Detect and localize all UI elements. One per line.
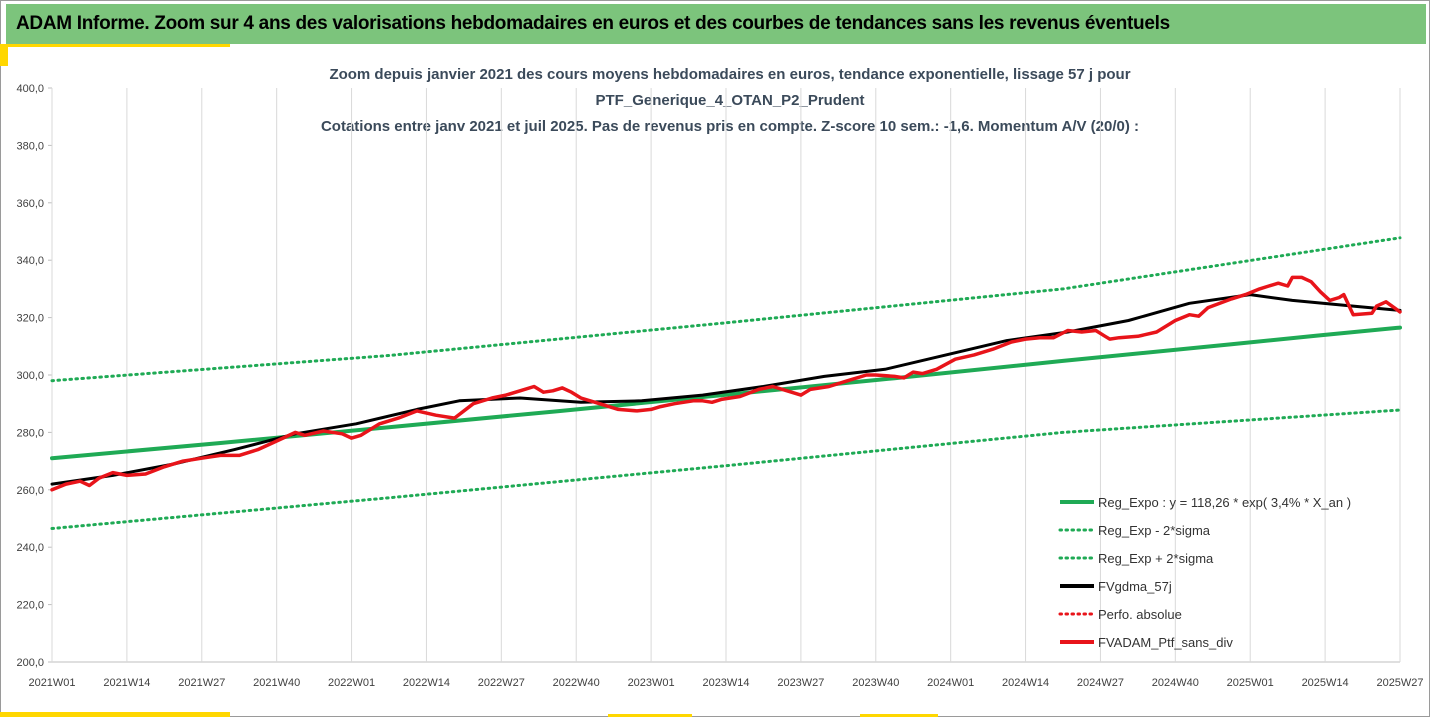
legend-label: Reg_Expo : y = 118,26 * exp( 3,4% * X_an…	[1098, 495, 1351, 510]
accent-stripe-bottom-mid2	[860, 714, 938, 717]
x-tick-label: 2024W01	[927, 677, 974, 689]
y-tick-label: 400,0	[16, 83, 44, 95]
series-line-1	[50, 408, 1402, 530]
accent-stripe-bottom-mid1	[608, 714, 692, 717]
chart-title-line-1: Zoom depuis janvier 2021 des cours moyen…	[329, 66, 1131, 83]
y-tick-label: 280,0	[16, 427, 44, 439]
y-tick-label: 260,0	[16, 485, 44, 497]
y-tick-label: 360,0	[16, 198, 44, 210]
x-tick-label: 2021W40	[253, 677, 300, 689]
accent-stripe-top-left	[0, 44, 8, 66]
legend-label: Reg_Exp + 2*sigma	[1098, 551, 1214, 566]
legend-label: Reg_Exp - 2*sigma	[1098, 523, 1211, 538]
x-tick-label: 2023W14	[702, 677, 749, 689]
x-tick-label: 2021W01	[28, 677, 75, 689]
legend-label: Perfo. absolue	[1098, 607, 1182, 622]
legend-label: FVADAM_Ptf_sans_div	[1098, 635, 1233, 650]
x-tick-label: 2022W14	[403, 677, 450, 689]
y-tick-label: 320,0	[16, 313, 44, 325]
x-tick-label: 2022W01	[328, 677, 375, 689]
y-tick-label: 200,0	[16, 657, 44, 669]
page-title: ADAM Informe. Zoom sur 4 ans des valoris…	[16, 13, 1170, 34]
y-tick-label: 220,0	[16, 600, 44, 612]
header-banner: ADAM Informe. Zoom sur 4 ans des valoris…	[6, 4, 1426, 44]
x-tick-label: 2021W14	[103, 677, 150, 689]
legend-label: FVgdma_57j	[1098, 579, 1172, 594]
chart-title-line-3: Cotations entre janv 2021 et juil 2025. …	[320, 118, 1140, 135]
x-tick-label: 2023W40	[852, 677, 899, 689]
x-tick-label: 2024W27	[1077, 677, 1124, 689]
x-tick-label: 2024W14	[1002, 677, 1049, 689]
y-tick-label: 240,0	[16, 542, 44, 554]
x-tick-label: 2025W14	[1302, 677, 1349, 689]
x-tick-label: 2023W27	[777, 677, 824, 689]
chart-title-line-2: PTF_Generique_4_OTAN_P2_Prudent	[595, 92, 865, 109]
x-tick-label: 2025W27	[1376, 677, 1423, 689]
y-tick-label: 300,0	[16, 370, 44, 382]
x-tick-label: 2024W40	[1152, 677, 1199, 689]
x-tick-label: 2021W27	[178, 677, 225, 689]
x-tick-label: 2025W01	[1227, 677, 1274, 689]
x-tick-label: 2023W01	[628, 677, 675, 689]
y-tick-label: 340,0	[16, 255, 44, 267]
series-line-5	[50, 275, 1402, 492]
x-tick-label: 2022W27	[478, 677, 525, 689]
y-tick-label: 380,0	[16, 140, 44, 152]
x-tick-label: 2022W40	[553, 677, 600, 689]
accent-stripe-top-left-bar	[0, 44, 230, 47]
series-line-2	[50, 236, 1402, 383]
accent-stripe-bottom-left	[0, 712, 230, 717]
